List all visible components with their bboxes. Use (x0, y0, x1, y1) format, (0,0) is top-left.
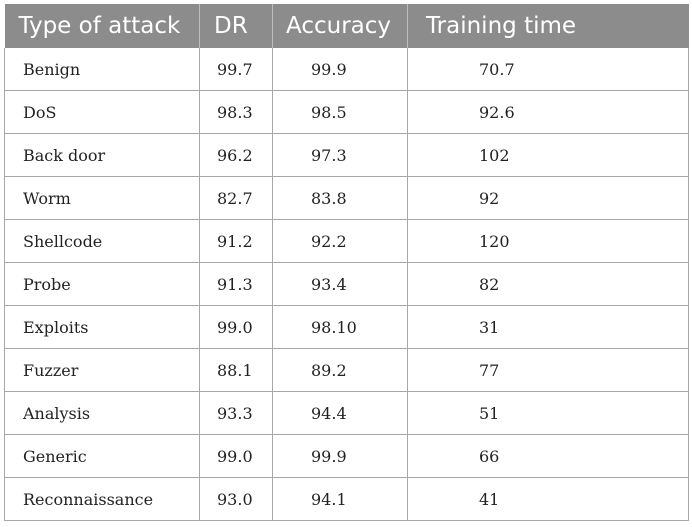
cell-type-of-attack: Benign (4, 48, 200, 91)
cell-training-time: 92.6 (407, 90, 689, 134)
cell-dr: 88.1 (199, 348, 273, 392)
cell-dr: 93.3 (199, 391, 273, 435)
cell-type-of-attack: Generic (4, 434, 200, 478)
header-type-of-attack: Type of attack (4, 4, 200, 48)
cell-training-time: 102 (407, 133, 689, 177)
table-row: Generic 99.0 99.9 66 (4, 434, 689, 478)
cell-dr: 96.2 (199, 133, 273, 177)
table-row: Exploits 99.0 98.10 31 (4, 305, 689, 349)
cell-type-of-attack: Probe (4, 262, 200, 306)
cell-dr: 99.7 (199, 48, 273, 91)
cell-training-time: 92 (407, 176, 689, 220)
cell-training-time: 82 (407, 262, 689, 306)
cell-accuracy: 94.1 (272, 477, 408, 521)
header-accuracy: Accuracy (272, 4, 408, 48)
cell-dr: 93.0 (199, 477, 273, 521)
table-row: DoS 98.3 98.5 92.6 (4, 90, 689, 134)
cell-dr: 91.3 (199, 262, 273, 306)
cell-accuracy: 89.2 (272, 348, 408, 392)
table-row: Analysis 93.3 94.4 51 (4, 391, 689, 435)
cell-type-of-attack: Analysis (4, 391, 200, 435)
table-row: Reconnaissance 93.0 94.1 41 (4, 477, 689, 521)
cell-training-time: 120 (407, 219, 689, 263)
cell-type-of-attack: DoS (4, 90, 200, 134)
header-dr: DR (199, 4, 273, 48)
cell-dr: 99.0 (199, 434, 273, 478)
table-header: Type of attack DR Accuracy Training time (4, 4, 689, 48)
table-row: Worm 82.7 83.8 92 (4, 176, 689, 220)
table-row: Back door 96.2 97.3 102 (4, 133, 689, 177)
cell-type-of-attack: Exploits (4, 305, 200, 349)
cell-accuracy: 98.10 (272, 305, 408, 349)
cell-accuracy: 98.5 (272, 90, 408, 134)
header-training-time: Training time (407, 4, 689, 48)
table-row: Benign 99.7 99.9 70.7 (4, 48, 689, 91)
cell-dr: 82.7 (199, 176, 273, 220)
cell-training-time: 41 (407, 477, 689, 521)
cell-dr: 98.3 (199, 90, 273, 134)
cell-type-of-attack: Worm (4, 176, 200, 220)
cell-type-of-attack: Shellcode (4, 219, 200, 263)
cell-training-time: 70.7 (407, 48, 689, 91)
cell-type-of-attack: Fuzzer (4, 348, 200, 392)
cell-accuracy: 97.3 (272, 133, 408, 177)
cell-accuracy: 94.4 (272, 391, 408, 435)
table-row: Probe 91.3 93.4 82 (4, 262, 689, 306)
header-row: Type of attack DR Accuracy Training time (4, 4, 689, 48)
table-row: Shellcode 91.2 92.2 120 (4, 219, 689, 263)
cell-training-time: 51 (407, 391, 689, 435)
cell-type-of-attack: Back door (4, 133, 200, 177)
cell-dr: 91.2 (199, 219, 273, 263)
cell-dr: 99.0 (199, 305, 273, 349)
results-table: Type of attack DR Accuracy Training time… (4, 4, 689, 521)
cell-training-time: 77 (407, 348, 689, 392)
cell-accuracy: 99.9 (272, 434, 408, 478)
cell-accuracy: 92.2 (272, 219, 408, 263)
cell-accuracy: 99.9 (272, 48, 408, 91)
cell-training-time: 31 (407, 305, 689, 349)
cell-training-time: 66 (407, 434, 689, 478)
table-row: Fuzzer 88.1 89.2 77 (4, 348, 689, 392)
cell-accuracy: 83.8 (272, 176, 408, 220)
cell-type-of-attack: Reconnaissance (4, 477, 200, 521)
table-body: Benign 99.7 99.9 70.7 DoS 98.3 98.5 92.6 Back do… (4, 48, 689, 521)
cell-accuracy: 93.4 (272, 262, 408, 306)
